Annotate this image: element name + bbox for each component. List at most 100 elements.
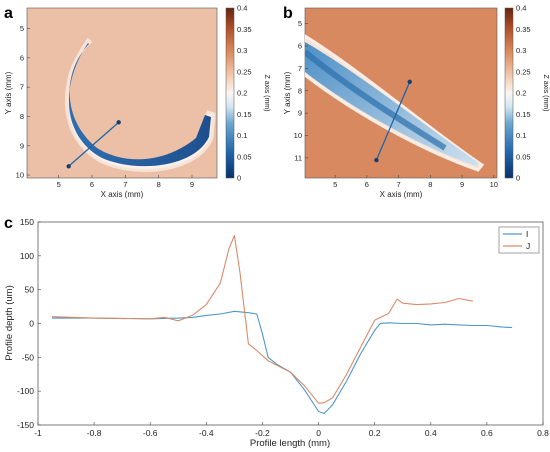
panel-a-colorbar-tick-label: 0.1 xyxy=(237,131,247,140)
series-line-i xyxy=(52,310,513,415)
panel-c-x-tick-label: 0.4 xyxy=(425,428,437,438)
panel-a-y-ticks: 5 6 7 8 9 10 xyxy=(16,24,30,180)
panel-c-x-tick-label: 0.6 xyxy=(481,428,493,438)
panel-a-colorbar-tick-label: 0.15 xyxy=(237,110,252,119)
panel-c-series-group xyxy=(51,234,513,415)
panel-a-colorbar-tick-label: 0.25 xyxy=(237,67,252,76)
panel-c-y-ticks: 150 100 50 0 -50 -100 -150 xyxy=(17,217,41,430)
panel-a-x-tick-label: 9 xyxy=(190,180,194,189)
panel-b-colorbar-tick-label: 0 xyxy=(516,174,520,183)
legend-label-j: J xyxy=(526,241,530,251)
panel-b-groove-floor xyxy=(305,49,447,151)
panel-b-colorbar-tick-label: 0.25 xyxy=(516,67,531,76)
panel-b-x-tick-label: 7 xyxy=(397,180,401,189)
panel-b-profile-line xyxy=(375,81,411,161)
panel-a-colorbar-tick-label: 0.4 xyxy=(237,4,247,13)
panel-a-letter: a xyxy=(4,5,13,22)
panel-a-y-axis-label: Y axis (mm) xyxy=(4,71,13,114)
panel-b-y-axis-label: Y axis (mm) xyxy=(283,71,292,114)
panel-a-profile-end xyxy=(116,120,121,125)
panel-a-profile-line xyxy=(68,121,120,167)
panel-c-x-tick-label: 0.2 xyxy=(369,428,381,438)
panel-a-x-tick-label: 8 xyxy=(157,180,161,189)
panel-a-y-tick-label: 7 xyxy=(20,83,24,92)
panel-b-x-axis-label: X axis (mm) xyxy=(380,190,423,199)
panel-c-x-tick-label: -0.6 xyxy=(143,428,158,438)
panel-c-plot-area xyxy=(37,221,544,426)
panel-a-x-tick-label: 5 xyxy=(57,180,61,189)
panel-a-y-tick-label: 9 xyxy=(20,141,24,150)
panel-b-x-tick-label: 10 xyxy=(490,180,498,189)
panel-b-y-ticks: 5 6 7 8 9 10 11 xyxy=(294,19,308,162)
panel-b-y-tick-label: 10 xyxy=(294,131,302,140)
panel-b-y-tick-label: 5 xyxy=(298,19,302,28)
panel-a-y-tick-label: 8 xyxy=(20,112,24,121)
panel-c-y-tick-label: -100 xyxy=(17,386,34,396)
legend-label-i: I xyxy=(526,229,528,239)
panel-b-colorbar-tick-label: 0.2 xyxy=(516,89,526,98)
panel-a-profile-start xyxy=(66,164,71,169)
panel-c-y-tick-label: 50 xyxy=(25,285,35,295)
panel-b-y-tick-label: 11 xyxy=(294,153,302,162)
panel-c-y-tick-label: 150 xyxy=(20,217,34,227)
panel-c-y-tick-label: -150 xyxy=(17,420,34,430)
panel-c-letter: c xyxy=(4,215,13,232)
panel-a-colorbar-tick-label: 0 xyxy=(237,174,241,183)
panel-b-colorbar-tick-label: 0.15 xyxy=(516,110,531,119)
panel-b-colorbar-tick-label: 0.05 xyxy=(516,152,531,161)
panel-a-colorbar-tick-label: 0.3 xyxy=(237,46,247,55)
panel-b-y-tick-label: 8 xyxy=(298,86,302,95)
panel-c-legend: I J xyxy=(498,226,540,254)
panel-c-y-tick-label: 0 xyxy=(29,319,34,329)
panel-b-x-tick-label: 6 xyxy=(365,180,369,189)
panel-b-colorbar-label: Z axis (mm) xyxy=(542,75,549,112)
panel-a-y-tick-label: 10 xyxy=(16,171,24,180)
panel-c-x-tick-label: -0.8 xyxy=(87,428,102,438)
panel-b-y-tick-label: 6 xyxy=(298,42,302,51)
panel-a-colorbar xyxy=(225,7,235,179)
panel-b-colorbar-ticks: 0.4 0.35 0.3 0.25 0.2 0.15 0.1 0.05 0 xyxy=(516,4,531,183)
panel-c-y-tick-label: -50 xyxy=(22,352,35,362)
legend-box xyxy=(498,226,540,254)
panel-a-colorbar-tick-label: 0.2 xyxy=(237,89,247,98)
panel-b-x-ticks: 5 6 7 8 9 10 xyxy=(333,175,498,189)
panel-b-x-tick-label: 8 xyxy=(428,180,432,189)
panel-a-y-tick-label: 5 xyxy=(20,24,24,33)
panel-a-colorbar-label: Z axis (mm) xyxy=(263,75,270,112)
panel-a-colorbar-tick-label: 0.35 xyxy=(237,25,252,34)
panel-b-colorbar-tick-label: 0.3 xyxy=(516,46,526,55)
panel-a-x-ticks: 5 6 7 8 9 xyxy=(57,175,194,189)
panel-a-y-tick-label: 6 xyxy=(20,53,24,62)
panel-b-y-tick-label: 9 xyxy=(298,109,302,118)
panel-b-colorbar-tick-label: 0.35 xyxy=(516,25,531,34)
panel-b-x-tick-label: 9 xyxy=(460,180,464,189)
panel-b: b 5 6 7 8 9 10 5 6 7 8 9 10 11 X axis (mm) Y axis (… xyxy=(283,4,549,200)
panel-b-groove xyxy=(305,42,479,166)
panel-c-x-tick-label: -1 xyxy=(34,428,42,438)
panel-b-x-tick-label: 5 xyxy=(333,180,337,189)
panel-c-x-axis-label: Profile length (mm) xyxy=(250,438,330,449)
panel-a-x-axis-label: X axis (mm) xyxy=(101,190,144,199)
panel-a-x-tick-label: 7 xyxy=(123,180,127,189)
panel-c-x-tick-label: 0 xyxy=(316,428,321,438)
panel-b-profile-end xyxy=(407,79,412,85)
panel-c-x-tick-label: -0.4 xyxy=(199,428,214,438)
panel-b-profile-start xyxy=(374,157,379,163)
panel-b-colorbar-tick-label: 0.1 xyxy=(516,131,526,140)
panel-b-colorbar-tick-label: 0.4 xyxy=(516,4,526,13)
panel-b-colorbar xyxy=(504,7,514,179)
panel-c-x-tick-label: 0.8 xyxy=(537,428,549,438)
series-line-j xyxy=(51,234,474,404)
panel-a-x-tick-label: 6 xyxy=(90,180,94,189)
panel-c-x-ticks: -1 -0.8 -0.6 -0.4 -0.2 0 0.2 0.4 0.6 0.8 xyxy=(34,422,549,438)
panel-c: c -1 -0.8 -0.6 -0.4 -0.2 0 0.2 0.4 0.6 0.8 150 100… xyxy=(4,215,549,449)
panel-a-colorbar-ticks: 0.4 0.35 0.3 0.25 0.2 0.15 0.1 0.05 0 xyxy=(237,4,252,183)
panel-a-colorbar-tick-label: 0.05 xyxy=(237,152,252,161)
panel-c-y-axis-label: Profile depth (um) xyxy=(4,285,15,361)
panel-c-x-tick-label: -0.2 xyxy=(255,428,270,438)
panel-b-y-tick-label: 7 xyxy=(298,64,302,73)
panel-c-y-tick-label: 100 xyxy=(20,251,34,261)
panel-b-letter: b xyxy=(283,5,293,22)
